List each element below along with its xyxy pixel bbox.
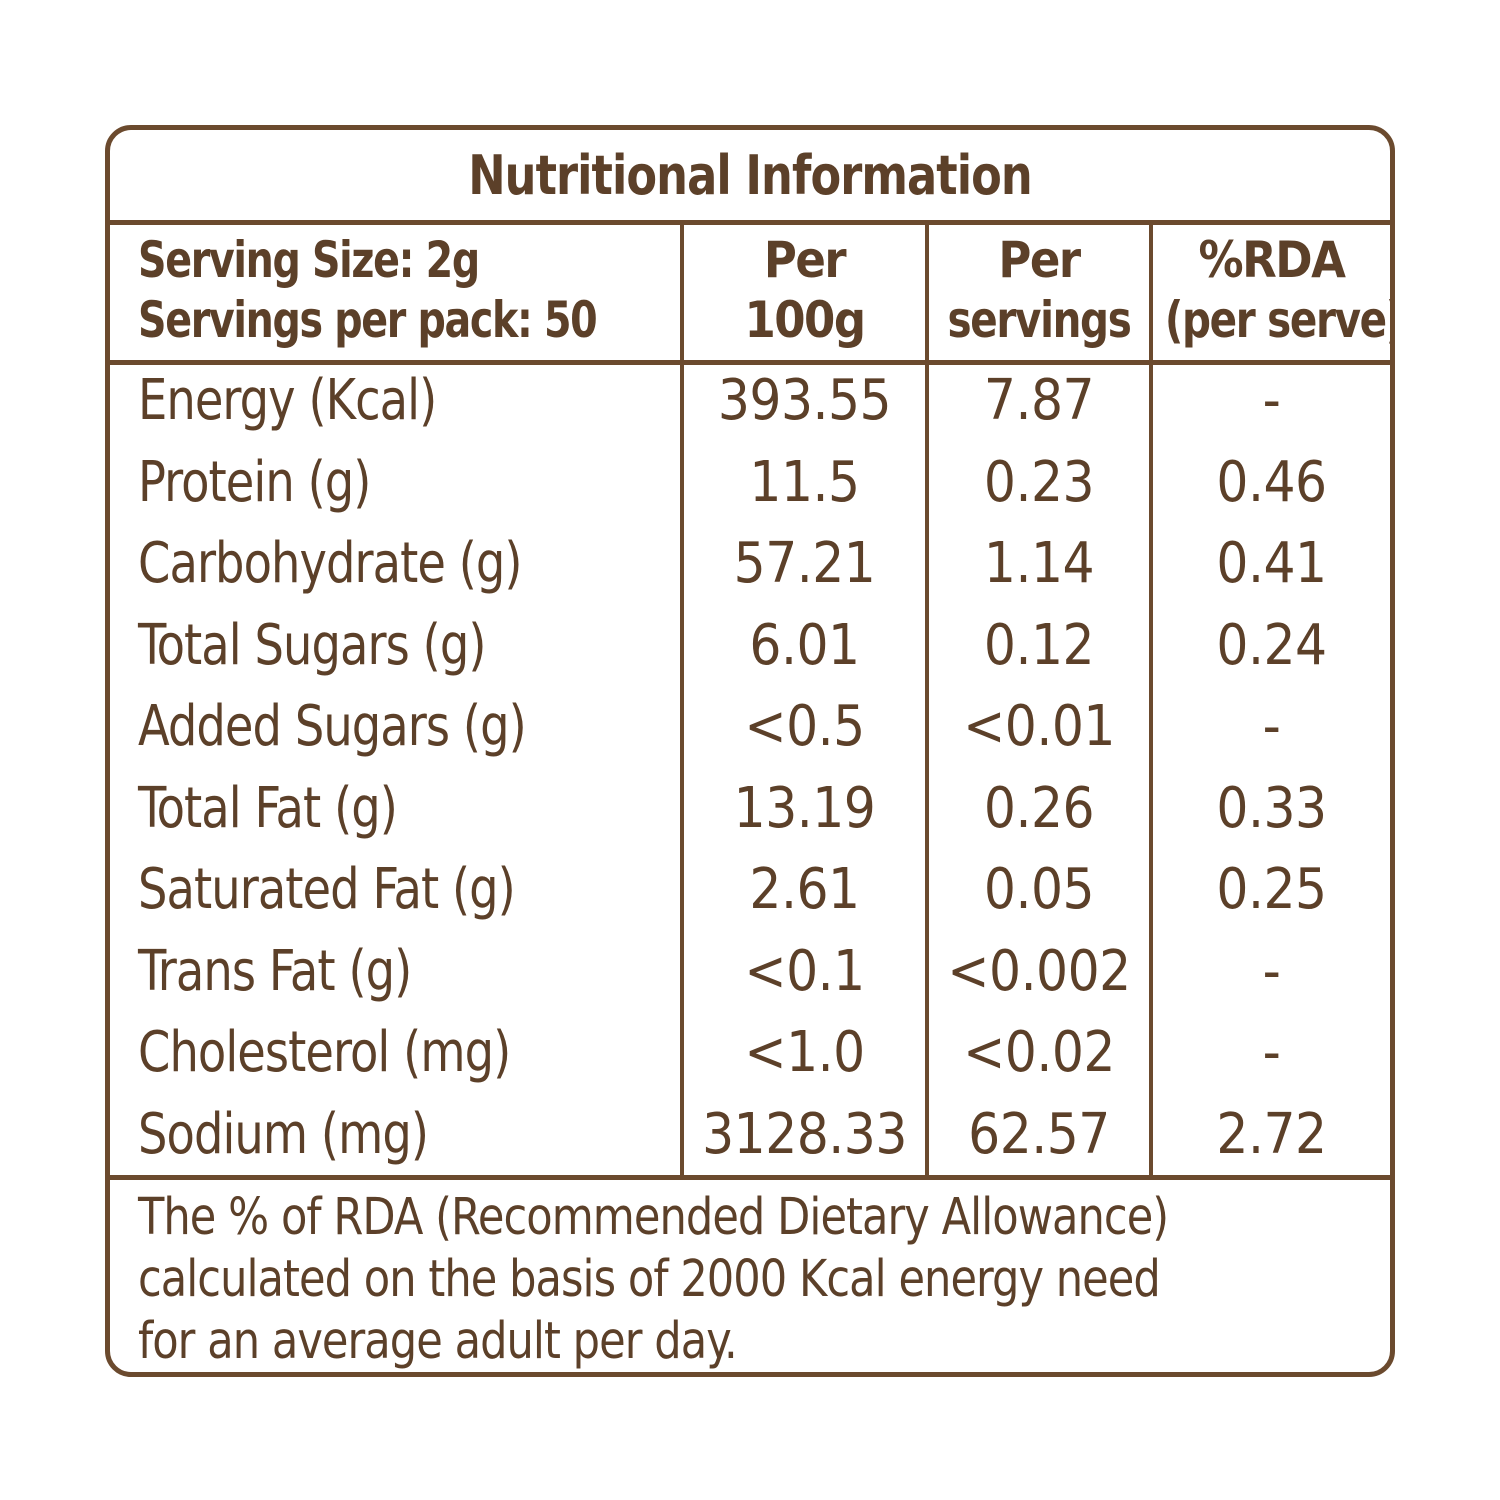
servings-per-pack: Servings per pack: 50 bbox=[138, 291, 598, 349]
value-per100: <0.5 bbox=[744, 694, 865, 759]
divider-header bbox=[110, 360, 1390, 365]
nutrient-name: Saturated Fat (g) bbox=[138, 857, 516, 922]
divider-col-3 bbox=[1149, 225, 1153, 1180]
value-per100: <1.0 bbox=[744, 1020, 865, 1085]
value-per100: 11.5 bbox=[749, 449, 860, 515]
col-header-per100-line1: Per bbox=[763, 231, 847, 289]
value-perserving: 0.05 bbox=[983, 857, 1095, 922]
value-rda: - bbox=[1262, 938, 1281, 1004]
nutrient-name: Added Sugars (g) bbox=[138, 694, 527, 759]
value-per100: 13.19 bbox=[733, 775, 876, 841]
value-rda: 0.33 bbox=[1216, 775, 1327, 841]
value-per100: 2.61 bbox=[749, 857, 860, 922]
col-header-per100: Per 100g bbox=[684, 230, 925, 350]
col-header-rda-line1: %RDA bbox=[1198, 231, 1346, 289]
nutrient-name: Total Sugars (g) bbox=[138, 612, 486, 678]
nutrient-name: Trans Fat (g) bbox=[138, 938, 412, 1004]
value-per100: 393.55 bbox=[717, 368, 892, 433]
col-header-perserving-line1: Per bbox=[998, 231, 1081, 289]
value-perserving: 0.26 bbox=[983, 775, 1095, 841]
value-rda: 0.41 bbox=[1216, 531, 1327, 596]
nutrient-name: Energy (Kcal) bbox=[138, 368, 437, 433]
col-header-per100-line2: 100g bbox=[744, 291, 866, 349]
value-perserving: 1.14 bbox=[983, 531, 1095, 596]
value-rda: 0.25 bbox=[1216, 857, 1327, 922]
col-header-perserving-line2: servings bbox=[947, 291, 1132, 349]
footnote-line-2: calculated on the basis of 2000 Kcal ene… bbox=[138, 1250, 1161, 1309]
value-per100: 6.01 bbox=[749, 612, 860, 678]
nutrient-name: Total Fat (g) bbox=[138, 775, 398, 841]
value-per100: <0.1 bbox=[744, 938, 865, 1004]
value-rda: 2.72 bbox=[1216, 1101, 1327, 1167]
value-rda: - bbox=[1262, 368, 1281, 433]
col-header-perserving: Per servings bbox=[929, 230, 1149, 350]
value-per100: 3128.33 bbox=[702, 1101, 907, 1167]
divider-col-2 bbox=[925, 225, 929, 1180]
value-rda: 0.46 bbox=[1216, 449, 1327, 515]
divider-title bbox=[110, 220, 1390, 225]
label-title: Nutritional Information bbox=[468, 143, 1033, 207]
serving-size: Serving Size: 2g bbox=[138, 231, 480, 289]
nutrient-name: Cholesterol (mg) bbox=[138, 1020, 511, 1085]
col-header-rda-line2: (per serve) bbox=[1164, 291, 1395, 349]
col-header-rda: %RDA (per serve) bbox=[1153, 230, 1390, 350]
divider-col-1 bbox=[680, 225, 684, 1180]
footnote: The % of RDA (Recommended Dietary Allowa… bbox=[138, 1187, 1304, 1372]
value-perserving: <0.002 bbox=[947, 938, 1131, 1004]
value-perserving: <0.01 bbox=[963, 694, 1115, 759]
nutrient-name: Carbohydrate (g) bbox=[138, 531, 523, 596]
value-perserving: 7.87 bbox=[983, 368, 1095, 433]
value-perserving: 62.57 bbox=[968, 1101, 1110, 1167]
value-per100: 57.21 bbox=[733, 531, 876, 596]
divider-footer bbox=[110, 1175, 1390, 1180]
footnote-line-3: for an average adult per day. bbox=[138, 1312, 738, 1371]
value-rda: 0.24 bbox=[1216, 612, 1327, 678]
nutrient-name: Sodium (mg) bbox=[138, 1101, 429, 1167]
value-rda: - bbox=[1262, 694, 1281, 759]
footnote-line-1: The % of RDA (Recommended Dietary Allowa… bbox=[138, 1188, 1169, 1247]
nutrient-name: Protein (g) bbox=[138, 449, 371, 515]
value-perserving: 0.23 bbox=[983, 449, 1095, 515]
serving-info: Serving Size: 2g Servings per pack: 50 bbox=[138, 230, 613, 350]
value-perserving: 0.12 bbox=[983, 612, 1095, 678]
value-rda: - bbox=[1262, 1020, 1281, 1085]
nutrition-label: Nutritional Information Serving Size: 2g… bbox=[105, 125, 1395, 1377]
value-perserving: <0.02 bbox=[963, 1020, 1115, 1085]
